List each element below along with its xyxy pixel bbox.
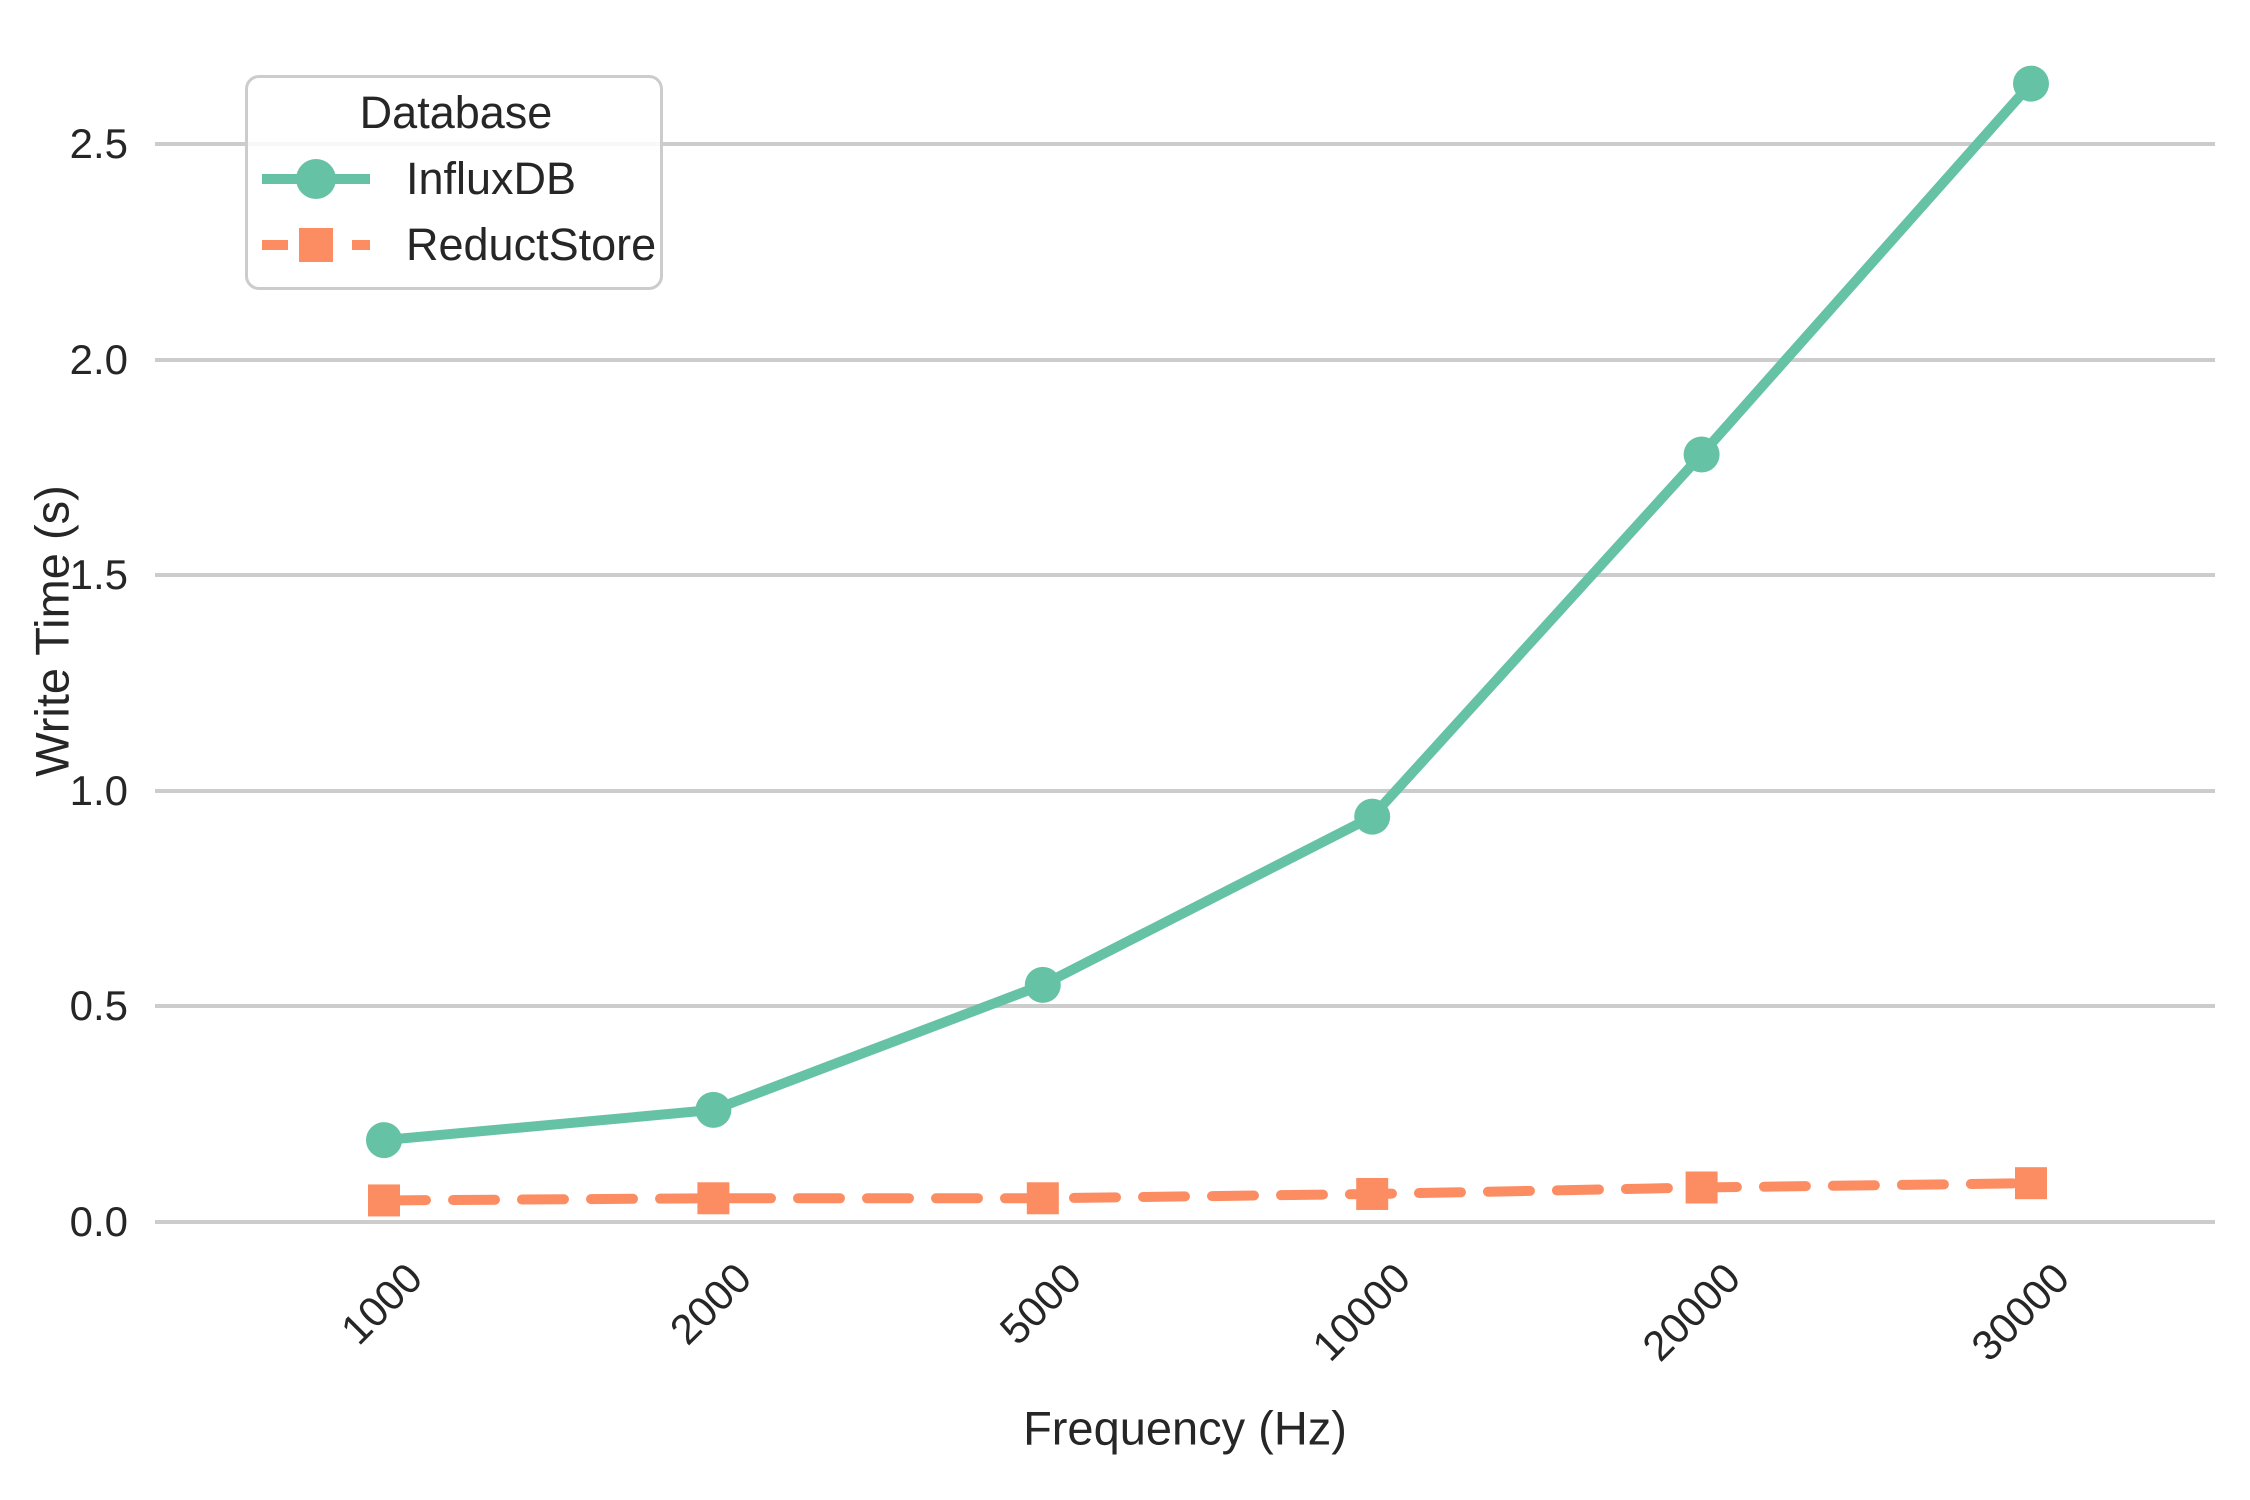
- y-tick-label: 2.0: [69, 335, 128, 383]
- series-line-influxdb: [379, 78, 2036, 1146]
- gridline: [155, 573, 2215, 578]
- data-point-marker: [1354, 798, 1391, 835]
- gridline: [155, 1004, 2215, 1009]
- gridline: [155, 788, 2215, 793]
- data-point-marker: [1024, 966, 1061, 1003]
- legend-item-reductstore: ReductStore: [262, 212, 656, 278]
- y-tick-label: 2.5: [69, 120, 128, 167]
- gridline: [155, 142, 2215, 146]
- y-tick-label: 0.5: [69, 982, 128, 1030]
- data-point-marker: [2013, 65, 2049, 102]
- gridline: [155, 1220, 2215, 1224]
- data-point-marker: [695, 1091, 732, 1128]
- legend-item-label: InfluxDB: [406, 153, 577, 204]
- line-square-marker-icon: [262, 228, 370, 262]
- data-point-marker: [368, 1184, 400, 1217]
- data-point-marker: [697, 1182, 730, 1215]
- data-point-marker: [1356, 1177, 1389, 1210]
- square-marker-icon: [299, 228, 333, 262]
- data-point-marker: [1026, 1182, 1059, 1215]
- y-tick-label: 1.5: [69, 551, 128, 599]
- gridline: [155, 357, 2215, 362]
- y-tick-label: 1.0: [69, 766, 128, 814]
- series-line-reductstore: [379, 1178, 2036, 1206]
- data-point-marker: [366, 1122, 402, 1159]
- legend-item-label: ReductStore: [406, 219, 657, 270]
- y-tick-label: 0.0: [69, 1198, 128, 1245]
- legend-title: Database: [359, 87, 553, 138]
- data-point-marker: [2015, 1167, 2047, 1200]
- legend-item-influxdb: InfluxDB: [262, 146, 650, 212]
- x-axis-label: Frequency (Hz): [1023, 1401, 1347, 1455]
- y-axis-label: Write Time (s): [25, 485, 79, 777]
- data-point-marker: [1683, 436, 1720, 473]
- circle-marker-icon: [296, 159, 336, 199]
- line-circle-marker-icon: [262, 159, 370, 199]
- legend: Database InfluxDB ReductStore: [245, 75, 663, 290]
- data-point-marker: [1685, 1171, 1718, 1204]
